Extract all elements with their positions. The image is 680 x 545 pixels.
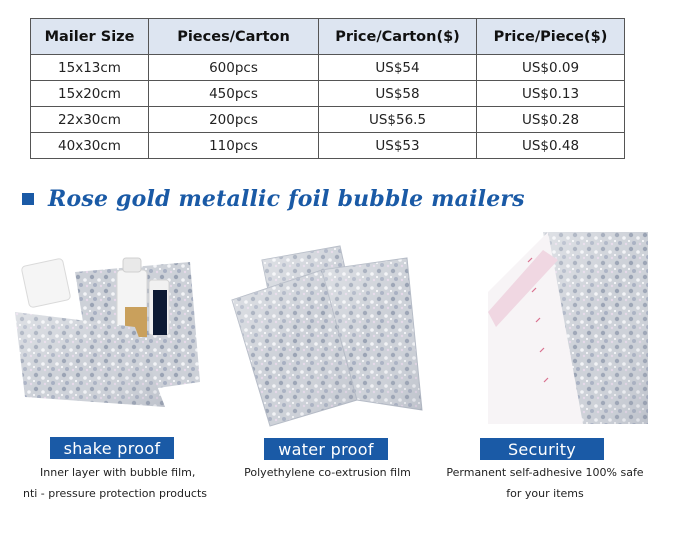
cell-size: 15x13cm	[30, 54, 149, 81]
header-price-carton: Price/Carton($)	[318, 18, 477, 55]
cell-pieces: 200pcs	[148, 106, 319, 133]
feature-badge-shake-proof: shake proof	[50, 437, 174, 459]
product-photo-flat-mailers	[222, 240, 427, 428]
header-price-piece: Price/Piece($)	[476, 18, 625, 55]
cell-price-piece: US$0.09	[476, 54, 625, 81]
section-heading: Rose gold metallic foil bubble mailers	[22, 184, 525, 214]
product-photo-adhesive-strip	[488, 232, 648, 424]
feature-caption-line1: Permanent self-adhesive 100% safe	[446, 466, 644, 479]
cell-size: 15x20cm	[30, 80, 149, 107]
feature-badge-security: Security	[480, 438, 604, 460]
cell-price-piece: US$0.28	[476, 106, 625, 133]
table-row: 15x13cm 600pcs US$54 US$0.09	[30, 54, 625, 81]
cell-price-carton: US$56.5	[318, 106, 477, 133]
product-photo-open-mailer	[5, 232, 205, 430]
table-header-row: Mailer Size Pieces/Carton Price/Carton($…	[30, 18, 625, 55]
header-pieces-carton: Pieces/Carton	[148, 18, 319, 55]
table-row: 22x30cm 200pcs US$56.5 US$0.28	[30, 106, 625, 133]
header-mailer-size: Mailer Size	[30, 18, 149, 55]
cell-price-carton: US$58	[318, 80, 477, 107]
feature-caption-line1: Polyethylene co-extrusion film	[244, 466, 411, 479]
feature-caption-line1: Inner layer with bubble film,	[40, 466, 196, 479]
cell-pieces: 450pcs	[148, 80, 319, 107]
cell-price-piece: US$0.48	[476, 132, 625, 159]
price-table: Mailer Size Pieces/Carton Price/Carton($…	[30, 18, 625, 159]
cell-size: 40x30cm	[30, 132, 149, 159]
cell-price-piece: US$0.13	[476, 80, 625, 107]
cell-size: 22x30cm	[30, 106, 149, 133]
feature-caption-line2: for your items	[506, 487, 584, 500]
cell-pieces: 600pcs	[148, 54, 319, 81]
cell-price-carton: US$53	[318, 132, 477, 159]
cell-pieces: 110pcs	[148, 132, 319, 159]
cell-price-carton: US$54	[318, 54, 477, 81]
section-title: Rose gold metallic foil bubble mailers	[48, 186, 525, 212]
heading-square-icon	[22, 193, 34, 205]
feature-caption-line2: nti - pressure protection products	[22, 487, 208, 500]
feature-badge-water-proof: water proof	[264, 438, 388, 460]
table-row: 15x20cm 450pcs US$58 US$0.13	[30, 80, 625, 107]
table-row: 40x30cm 110pcs US$53 US$0.48	[30, 132, 625, 159]
